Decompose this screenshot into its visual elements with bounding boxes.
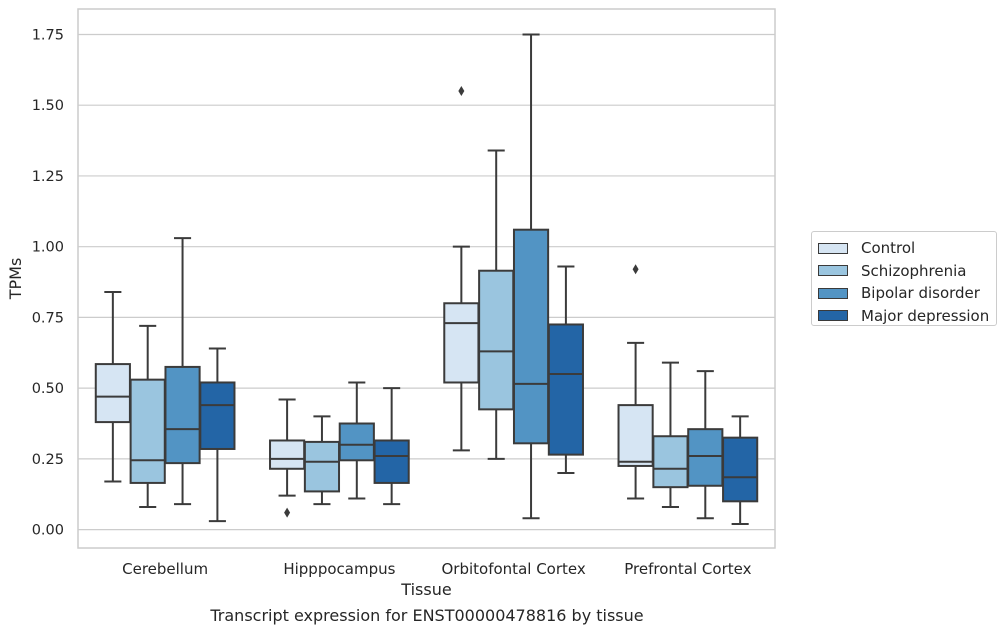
box xyxy=(164,365,201,465)
tick-labels: 0.00 0.25 0.50 0.75 1.00 1.25 1.50 1.75 Cerebell… xyxy=(32,27,752,578)
box-group xyxy=(303,415,341,506)
y-tick-label: 1.25 xyxy=(32,169,64,185)
y-tick-label: 0.25 xyxy=(32,452,64,468)
box xyxy=(303,440,341,493)
legend-swatch xyxy=(818,287,848,299)
legend-item: Major depression xyxy=(818,305,996,328)
legend-item: Bipolar disorder xyxy=(818,282,996,305)
outlier-marker xyxy=(284,507,291,518)
box xyxy=(199,381,236,450)
outlier-marker xyxy=(632,264,639,275)
y-tick-label: 0.50 xyxy=(32,381,64,397)
y-axis-label: TPMs xyxy=(6,258,25,301)
box-group xyxy=(617,264,654,500)
x-axis-label: Tissue xyxy=(400,580,451,599)
legend-swatch xyxy=(818,310,848,322)
box xyxy=(129,378,166,484)
box-group xyxy=(722,415,759,525)
legend: Control Schizophrenia Bipolar disorder Majo… xyxy=(811,231,997,326)
y-tick-label: 1.50 xyxy=(32,98,64,114)
y-tick-label: 1.00 xyxy=(32,240,64,256)
legend-label: Major depression xyxy=(861,306,990,325)
box xyxy=(478,269,515,411)
x-tick-label: Prefrontal Cortex xyxy=(624,560,751,578)
box-group xyxy=(338,381,375,500)
box xyxy=(687,428,724,487)
boxes xyxy=(94,33,759,525)
box-group xyxy=(94,290,131,483)
box xyxy=(443,302,480,384)
box-group xyxy=(199,347,236,523)
box-group xyxy=(652,361,689,508)
legend-swatch xyxy=(818,265,848,277)
box-group xyxy=(443,86,480,452)
box-group xyxy=(478,149,515,460)
x-tick-label: Hipppocampus xyxy=(283,560,395,578)
box-group xyxy=(164,237,201,506)
legend-swatch xyxy=(818,242,848,254)
legend-item: Control xyxy=(818,237,996,260)
figure-caption: Transcript expression for ENST0000047881… xyxy=(210,606,644,625)
y-tick-label: 1.75 xyxy=(32,27,64,43)
legend-item: Schizophrenia xyxy=(818,260,996,283)
box-group xyxy=(512,33,550,520)
box xyxy=(547,323,584,456)
legend-label: Schizophrenia xyxy=(861,261,967,280)
y-tick-label: 0.75 xyxy=(32,310,64,326)
box xyxy=(652,435,689,489)
plot-frame xyxy=(77,8,776,549)
x-tick-label: Orbitofontal Cortex xyxy=(442,560,586,578)
box xyxy=(512,228,550,445)
box xyxy=(373,439,410,484)
box-group xyxy=(373,387,410,506)
box xyxy=(722,436,759,503)
box xyxy=(94,363,131,424)
box-group xyxy=(547,265,584,475)
outlier-marker xyxy=(458,86,465,97)
box xyxy=(617,404,654,467)
box xyxy=(338,422,375,462)
y-tick-label: 0.00 xyxy=(32,523,64,539)
box xyxy=(269,439,306,470)
box-group xyxy=(687,370,724,520)
x-tick-label: Cerebellum xyxy=(122,560,208,578)
box-group xyxy=(269,398,306,518)
legend-label: Bipolar disorder xyxy=(861,284,980,303)
box-group xyxy=(129,324,166,508)
legend-label: Control xyxy=(861,239,916,258)
